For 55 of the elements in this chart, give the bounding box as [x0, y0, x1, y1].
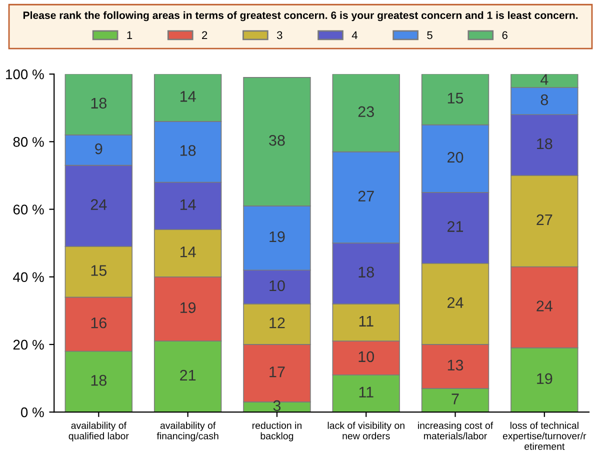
- y-tick-label: 80 %: [13, 137, 44, 147]
- y-tick-label: 60 %: [13, 204, 44, 214]
- legend-label: 5: [427, 31, 432, 40]
- data-label: 4: [540, 74, 548, 85]
- data-label: 20: [448, 152, 464, 163]
- data-label: 19: [180, 302, 196, 314]
- data-label: 27: [358, 190, 374, 202]
- data-label: 14: [180, 246, 196, 258]
- data-label: 13: [448, 360, 464, 371]
- data-label: 10: [270, 280, 285, 292]
- y-tick-label: 0 %: [20, 407, 44, 418]
- x-tick-label: availability of qualified labor: [68, 422, 129, 442]
- data-label: 14: [180, 91, 196, 102]
- data-label: 18: [537, 138, 552, 150]
- data-label: 17: [270, 366, 285, 378]
- data-label: 24: [536, 300, 552, 312]
- data-label: 27: [536, 214, 552, 226]
- x-tick-label: increasing cost of materials/labor: [418, 422, 494, 440]
- data-label: 15: [448, 92, 464, 104]
- legend-label: 2: [202, 31, 208, 40]
- data-label: 23: [358, 106, 374, 118]
- data-label: 9: [95, 143, 102, 154]
- data-label: 11: [359, 316, 374, 326]
- legend-label: 1: [127, 31, 132, 40]
- data-label: 18: [91, 98, 106, 109]
- x-tick-label: reduction in backlog: [252, 422, 302, 442]
- data-label: 21: [180, 370, 196, 381]
- data-label: 7: [452, 394, 459, 404]
- y-tick-label: 40 %: [13, 272, 44, 282]
- data-label: 24: [90, 199, 107, 210]
- data-label: 38: [269, 134, 285, 146]
- data-label: 12: [270, 317, 285, 328]
- y-tick-label: 20 %: [13, 340, 44, 350]
- data-label: 18: [358, 266, 374, 278]
- x-tick-label: lack of visibility on new orders: [328, 422, 404, 440]
- legend-label: 3: [276, 31, 282, 40]
- data-label: 3: [273, 400, 281, 412]
- x-tick-label: availability of financing/cash: [156, 422, 218, 442]
- data-label: 21: [448, 221, 464, 232]
- data-label: 8: [540, 94, 548, 106]
- data-label: 19: [270, 231, 285, 242]
- y-tick-label: 100 %: [6, 69, 44, 80]
- chart-title: Please rank the following areas in terms of greatest concern. 6 is your greatest concern and 1 is least concern.: [23, 11, 578, 22]
- data-label: 18: [180, 145, 196, 156]
- data-label: 11: [359, 386, 374, 398]
- data-label: 14: [180, 199, 196, 210]
- data-label: 10: [358, 351, 374, 362]
- legend-label: 4: [352, 31, 358, 40]
- data-label: 24: [448, 297, 464, 308]
- x-tick-label: loss of technical expertise/turnover/r etirement: [502, 422, 586, 450]
- data-label: 16: [91, 317, 106, 328]
- data-label: 15: [91, 265, 107, 276]
- data-label: 18: [91, 374, 106, 386]
- data-label: 19: [537, 373, 552, 384]
- legend-label: 6: [502, 31, 508, 40]
